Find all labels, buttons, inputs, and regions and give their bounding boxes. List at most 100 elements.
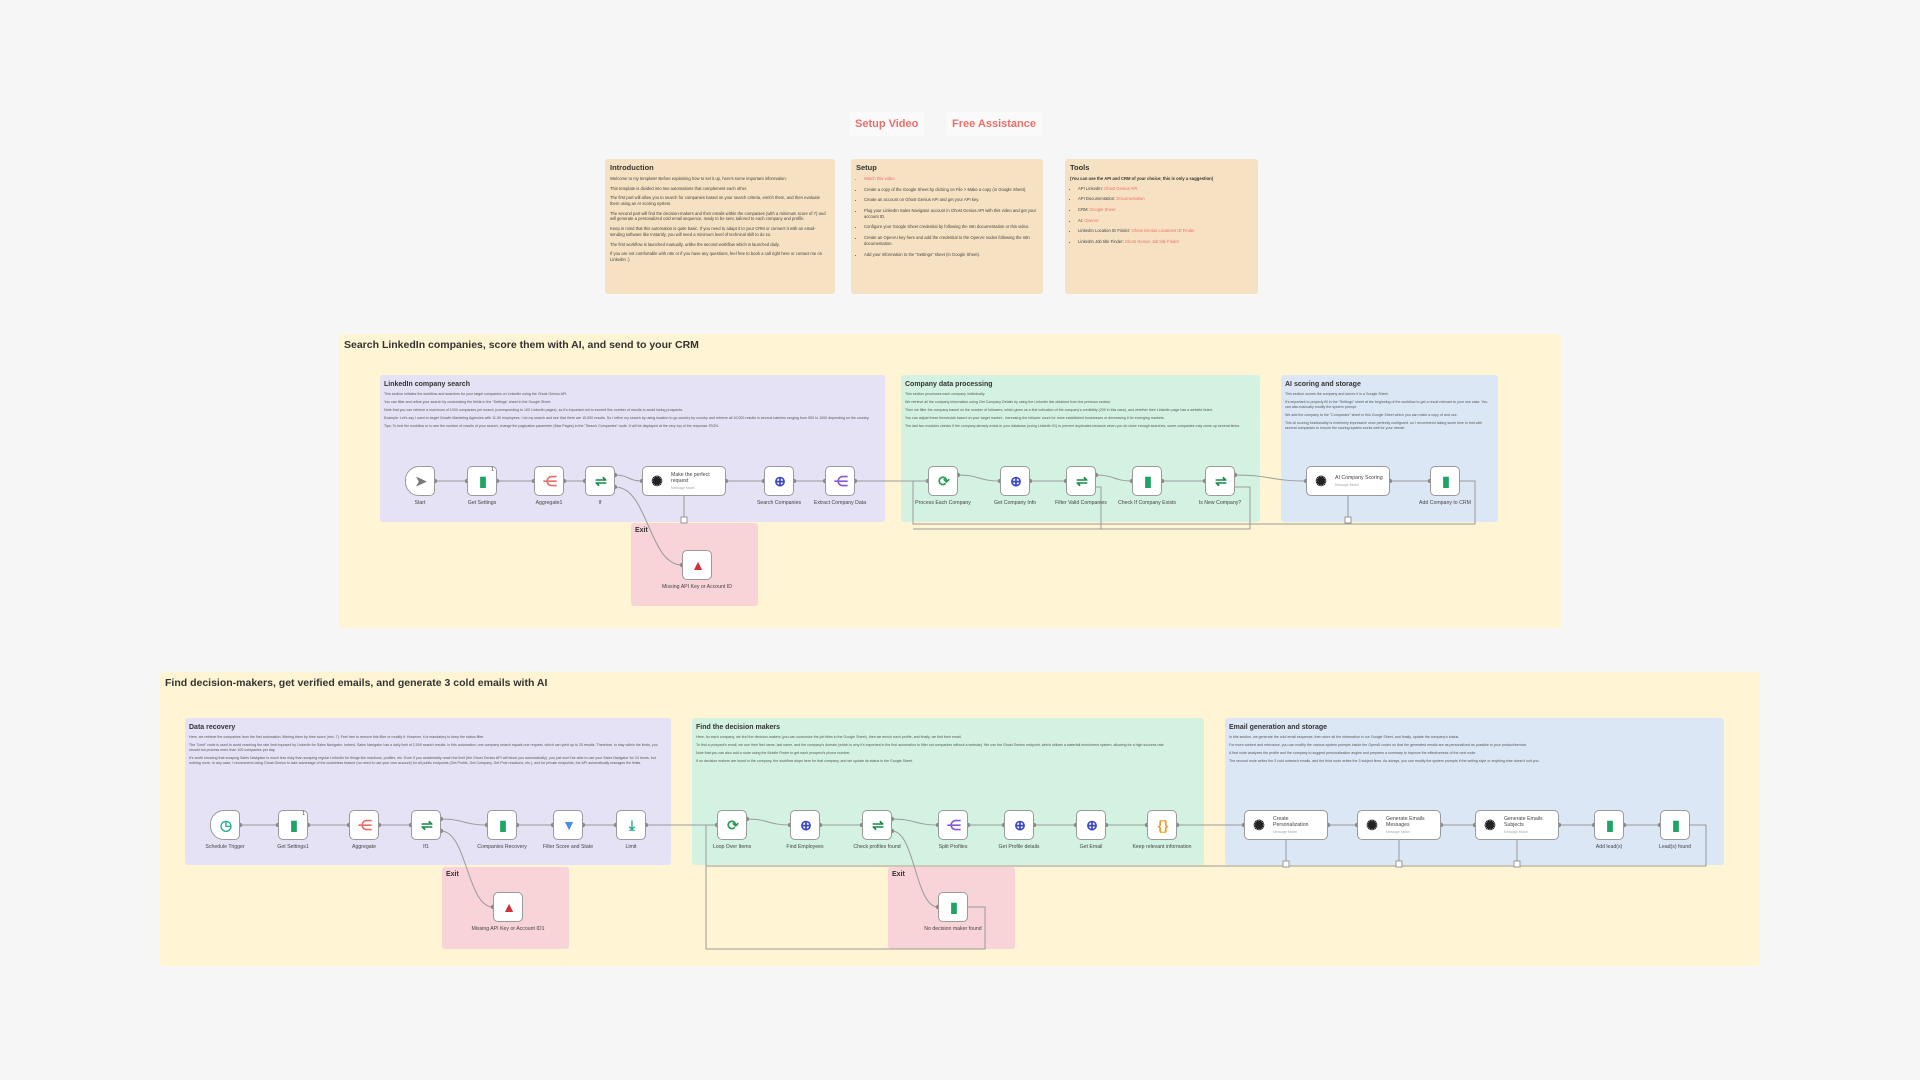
google-sheets-icon: ▮ <box>1606 817 1614 833</box>
tool-link[interactable]: Ghost Genius API <box>1104 185 1138 191</box>
node-companies-recovery[interactable]: ▮ Companies Recovery <box>477 810 527 850</box>
node-search-companies[interactable]: ⊕ Search Companies <box>757 466 801 506</box>
section-paragraph: We add the company to the "Companies" sh… <box>1285 412 1458 417</box>
node-add-lead[interactable]: ▮ Add lead(s) <box>1594 810 1624 850</box>
node-label: Limit <box>625 844 637 850</box>
http-globe-icon: ⊕ <box>1014 817 1026 833</box>
node-label: No decision maker found <box>924 926 982 932</box>
sticky-introduction[interactable]: Introduction Welcome to my template! Bef… <box>605 159 835 294</box>
node-create-pers[interactable]: ✺ Create Personalization Message Model <box>1244 810 1328 840</box>
node-if[interactable]: ⇌ If <box>585 466 615 506</box>
section-title: Email generation and storage <box>1229 724 1328 731</box>
node-extract-data[interactable]: ⋲ Extract Company Data <box>814 466 866 506</box>
node-label: If1 <box>423 844 429 850</box>
node-leads-found[interactable]: ▮ Lead(s) found <box>1659 810 1691 850</box>
openai-icon: ✺ <box>1315 473 1327 489</box>
note-paragraph: The first workflow is launched manually,… <box>610 241 780 247</box>
openai-icon: ✺ <box>1484 817 1496 833</box>
node-label: Lead(s) found <box>1658 844 1692 850</box>
section-paragraph: To find a prospect's email, we use their… <box>696 743 1165 748</box>
setup-video-link[interactable]: Setup Video <box>849 112 925 136</box>
node-label: Split Profiles <box>938 844 968 850</box>
setup-step: Plug your LinkedIn Sales Navigator accou… <box>864 208 1038 219</box>
node-label: Filter Score and State <box>542 844 594 850</box>
section-paragraph: Here, for each company, we find the deci… <box>696 735 962 740</box>
node-get-settings[interactable]: ▮ Get Settings 1 <box>467 466 497 506</box>
node-split-profiles[interactable]: ⋲ Split Profiles <box>938 810 968 850</box>
note-paragraph: This template is divided into two automa… <box>610 185 748 191</box>
node-get-profile[interactable]: ⊕ Get Profile details <box>999 810 1039 850</box>
node-label: Process Each Company <box>915 500 971 506</box>
tool-item: API Documentation: Documentation <box>1078 196 1253 202</box>
section-linkedin-company-search[interactable]: LinkedIn company search This section ini… <box>380 375 885 522</box>
aggregate-icon: ⋲ <box>543 473 557 489</box>
section-email-generation[interactable]: Email generation and storage In this sec… <box>1225 718 1724 865</box>
google-sheets-icon: ▮ <box>950 899 958 915</box>
section-title: Company data processing <box>905 381 993 388</box>
section-data-recovery[interactable]: Data recovery Here, we retrieve the comp… <box>185 718 671 865</box>
node-keep-info[interactable]: {} Keep relevant information <box>1132 810 1192 850</box>
tool-link[interactable]: Documentation <box>1116 196 1145 202</box>
section-paragraph: This section initiates the workflow and … <box>384 392 568 397</box>
node-missing1[interactable]: ▲ Missing API Key or Account ID <box>662 550 732 590</box>
node-schedule[interactable]: ◷ Schedule Trigger <box>205 810 245 850</box>
node-label: Get Profile details <box>998 844 1040 850</box>
tool-link[interactable]: Ghost Genius Job title Finder <box>1124 239 1180 245</box>
node-no-dm[interactable]: ▮ No decision maker found <box>924 892 982 932</box>
sticky-setup[interactable]: Setup Watch this video Create a copy of t… <box>851 159 1043 294</box>
sticky-tools[interactable]: Tools (You can use the API and CRM of yo… <box>1065 159 1258 294</box>
openai-icon: ✺ <box>651 473 663 489</box>
setup-step[interactable]: Watch this video <box>864 176 1038 182</box>
node-gen-messages[interactable]: ✺ Generate Emails Messages Message Model <box>1357 810 1441 840</box>
node-ai-scoring[interactable]: ✺ AI Company Scoring Message Model <box>1306 466 1390 496</box>
node-check-exists[interactable]: ▮ Check If Company Exists <box>1118 466 1176 506</box>
filter-icon: ▼ <box>562 817 576 833</box>
node-limit[interactable]: ⤓ Limit <box>616 810 646 850</box>
node-aggregate1[interactable]: ⋲ Aggregate1 <box>534 466 564 506</box>
node-check-profiles[interactable]: ⇌ Check profiles found <box>853 810 901 850</box>
node-label: Start <box>414 500 426 506</box>
node-subtitle: Message Model <box>1273 829 1297 834</box>
node-label: Missing API Key or Account ID <box>661 584 733 590</box>
tool-link[interactable]: Google Sheet <box>1089 207 1116 213</box>
node-filter-valid[interactable]: ⇌ Filter Valid Companies <box>1055 466 1107 506</box>
node-if1[interactable]: ⇌ If1 <box>411 810 441 850</box>
node-process-each[interactable]: ⟳ Process Each Company <box>915 466 971 506</box>
node-aggregate2[interactable]: ⋲ Aggregate <box>349 810 379 850</box>
node-make-request[interactable]: ✺ Make the perfect request Message Model <box>642 466 726 496</box>
tool-item: LinkedIn Job title Finder: Ghost Genius … <box>1078 239 1253 245</box>
node-get-email[interactable]: ⊕ Get Email <box>1076 810 1106 850</box>
node-get-settings1[interactable]: ▮ Get Settings1 1 <box>277 810 309 850</box>
node-gen-subjects[interactable]: ✺ Generate Emails Subjects Message Model <box>1475 810 1559 840</box>
node-text: Make the perfect request Message Model <box>671 467 722 495</box>
node-is-new[interactable]: ⇌ Is New Company? <box>1199 466 1241 506</box>
node-label: Generate Emails Messages <box>1386 816 1425 829</box>
node-label: Find Employees <box>786 844 824 850</box>
node-loop[interactable]: ⟳ Loop Over Items <box>713 810 751 850</box>
http-globe-icon: ⊕ <box>774 473 786 489</box>
tool-link[interactable]: Ghost Genius Locations ID Finder <box>1131 228 1195 234</box>
node-label: Get Email <box>1079 844 1103 850</box>
node-add-company[interactable]: ▮ Add Company to CRM <box>1419 466 1471 506</box>
section-find-decision-makers[interactable]: Find the decision makers Here, for each … <box>692 718 1204 865</box>
http-globe-icon: ⊕ <box>1010 473 1022 489</box>
node-label: Create Personalization <box>1273 816 1309 829</box>
node-text: AI Company Scoring Message Model <box>1335 467 1386 495</box>
free-assistance-link[interactable]: Free Assistance <box>946 112 1042 136</box>
tool-link[interactable]: OpenAI <box>1084 217 1099 223</box>
node-label: Get Settings <box>467 500 497 506</box>
google-sheets-icon: ▮ <box>479 473 487 489</box>
node-subtitle: Message Model <box>1335 482 1359 487</box>
tool-label: API LinkedIn: <box>1078 185 1105 191</box>
section-title: Find the decision makers <box>696 724 781 731</box>
node-find-employees[interactable]: ⊕ Find Employees <box>786 810 824 850</box>
node-get-company-info[interactable]: ⊕ Get Company Info <box>994 466 1036 506</box>
node-label: Schedule Trigger <box>205 844 245 850</box>
node-label: Add Company to CRM <box>1419 500 1471 506</box>
node-missing2[interactable]: ▲ Missing API Key or Account ID1 <box>472 892 544 932</box>
node-start[interactable]: ➤ Start <box>405 466 435 506</box>
note-paragraph: Welcome to my template! Before explainin… <box>610 176 787 182</box>
node-label: Get Settings1 <box>277 844 309 850</box>
node-filter-score[interactable]: ▼ Filter Score and State <box>543 810 593 850</box>
note-paragraph: The first part will allow you to search … <box>610 195 820 207</box>
